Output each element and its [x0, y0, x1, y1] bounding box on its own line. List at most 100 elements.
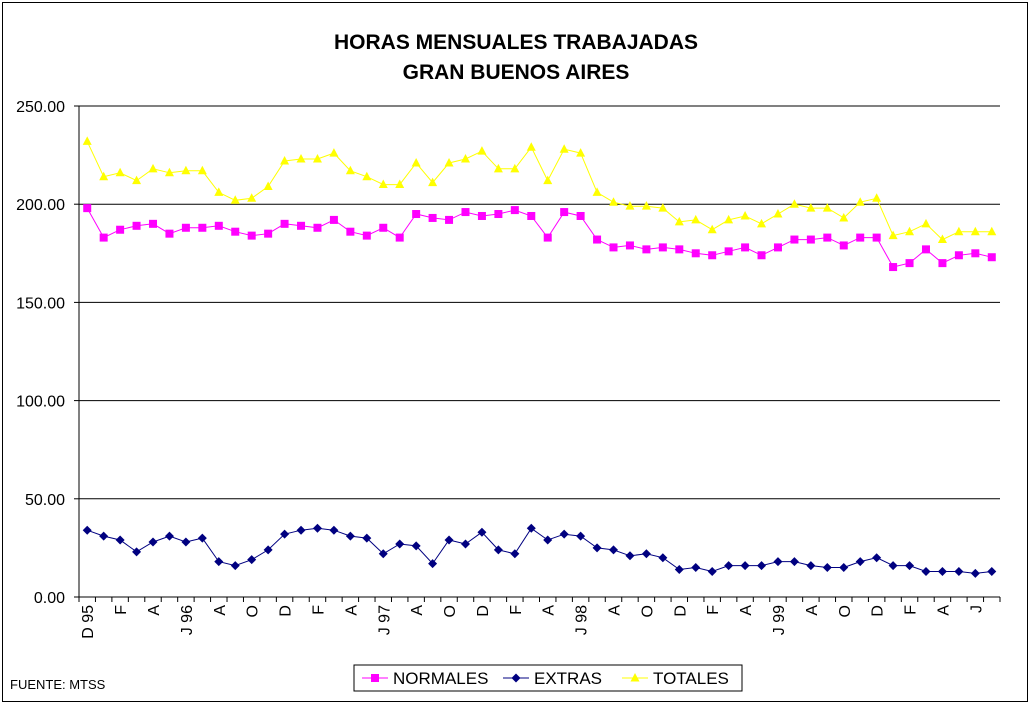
- data-point-totales: [214, 187, 224, 196]
- data-point-normales: [379, 223, 388, 232]
- data-point-extras: [263, 545, 273, 555]
- data-point-extras: [905, 561, 915, 571]
- data-point-totales: [987, 226, 997, 236]
- data-point-extras: [82, 525, 92, 535]
- data-point-normales: [642, 245, 651, 254]
- y-tick-label: 200.00: [16, 197, 65, 214]
- data-point-extras: [345, 531, 355, 541]
- data-point-totales: [197, 165, 207, 175]
- data-point-normales: [741, 243, 750, 252]
- data-point-extras: [115, 535, 125, 545]
- data-point-extras: [510, 549, 520, 559]
- source-label: FUENTE: MTSS: [10, 677, 106, 692]
- data-point-normales: [773, 243, 782, 252]
- x-tick-label: A: [541, 605, 558, 616]
- data-point-normales: [954, 251, 963, 260]
- data-point-totales: [691, 214, 701, 224]
- data-point-totales: [905, 226, 915, 236]
- x-tick-label: J: [968, 605, 985, 613]
- y-tick-label: 250.00: [16, 99, 65, 116]
- data-point-totales: [181, 165, 191, 175]
- data-point-totales: [378, 179, 388, 189]
- data-point-extras: [954, 566, 964, 576]
- data-point-extras: [411, 541, 421, 551]
- x-tick-label: D: [870, 605, 887, 617]
- data-point-normales: [165, 229, 174, 238]
- data-point-totales: [724, 214, 734, 224]
- data-point-totales: [872, 193, 882, 202]
- legend-label-extras: EXTRAS: [534, 669, 602, 688]
- data-point-normales: [806, 235, 815, 244]
- data-point-normales: [247, 231, 256, 240]
- legend-box: [353, 664, 743, 692]
- x-tick-label: J 97: [376, 605, 393, 635]
- legend-label-normales: NORMALES: [393, 669, 488, 688]
- data-point-totales: [526, 142, 536, 151]
- data-point-normales: [428, 213, 437, 222]
- data-point-normales: [576, 211, 585, 220]
- data-point-totales: [444, 157, 454, 167]
- data-point-totales: [395, 179, 405, 189]
- data-point-extras: [839, 563, 849, 573]
- data-point-extras: [132, 547, 142, 557]
- data-point-totales: [312, 154, 322, 163]
- data-point-extras: [691, 563, 701, 573]
- data-point-totales: [641, 201, 651, 210]
- data-point-normales: [839, 241, 848, 250]
- data-point-extras: [658, 553, 668, 563]
- x-tick-label: D: [475, 605, 492, 617]
- legend-item-extras: EXTRAS: [503, 669, 602, 688]
- data-point-totales: [510, 163, 520, 173]
- data-point-extras: [592, 543, 602, 553]
- legend-label-totales: TOTALES: [653, 669, 729, 688]
- x-tick-label: J 98: [574, 605, 591, 635]
- data-point-normales: [708, 251, 717, 260]
- data-point-totales: [970, 226, 980, 236]
- data-point-normales: [757, 251, 766, 260]
- data-point-totales: [230, 195, 240, 204]
- chart-title-line-1: HORAS MENSUALES TRABAJADAS: [334, 31, 698, 54]
- chart-title-line-2: GRAN BUENOS AIRES: [403, 61, 630, 84]
- data-point-extras: [329, 525, 339, 535]
- data-point-extras: [888, 561, 898, 571]
- series-normales: [83, 204, 996, 272]
- data-point-totales: [115, 167, 125, 177]
- data-point-totales: [543, 175, 553, 185]
- series-line-normales: [86, 207, 992, 268]
- data-point-totales: [132, 175, 142, 185]
- data-point-totales: [757, 218, 767, 228]
- data-point-totales: [658, 203, 668, 212]
- data-point-extras: [740, 561, 750, 571]
- data-point-extras: [970, 568, 980, 578]
- data-point-normales: [214, 221, 223, 230]
- x-tick-label: F: [508, 605, 525, 615]
- data-point-normales: [231, 227, 240, 236]
- data-point-normales: [346, 227, 355, 236]
- data-point-totales: [247, 193, 257, 202]
- data-point-extras: [757, 561, 767, 571]
- x-tick-label: A: [738, 605, 755, 616]
- data-point-extras: [444, 535, 454, 545]
- data-point-extras: [872, 553, 882, 563]
- data-point-totales: [296, 154, 306, 163]
- legend-marker-totales: [630, 673, 640, 682]
- data-point-extras: [493, 545, 503, 555]
- data-point-extras: [987, 566, 997, 576]
- data-point-normales: [329, 215, 338, 224]
- data-point-normales: [609, 243, 618, 252]
- legend-marker-extras: [511, 673, 521, 683]
- y-tick-label: 0.00: [34, 590, 65, 607]
- data-point-totales: [477, 146, 487, 155]
- data-point-totales: [592, 187, 602, 196]
- data-point-extras: [164, 531, 174, 541]
- data-point-extras: [806, 561, 816, 571]
- x-tick-label: O: [442, 605, 459, 617]
- data-point-totales: [362, 171, 372, 181]
- data-point-totales: [329, 148, 339, 157]
- data-point-totales: [855, 197, 865, 206]
- legend-marker-normales: [371, 674, 379, 682]
- data-point-extras: [477, 527, 487, 537]
- data-point-normales: [625, 241, 634, 250]
- data-point-normales: [593, 235, 602, 244]
